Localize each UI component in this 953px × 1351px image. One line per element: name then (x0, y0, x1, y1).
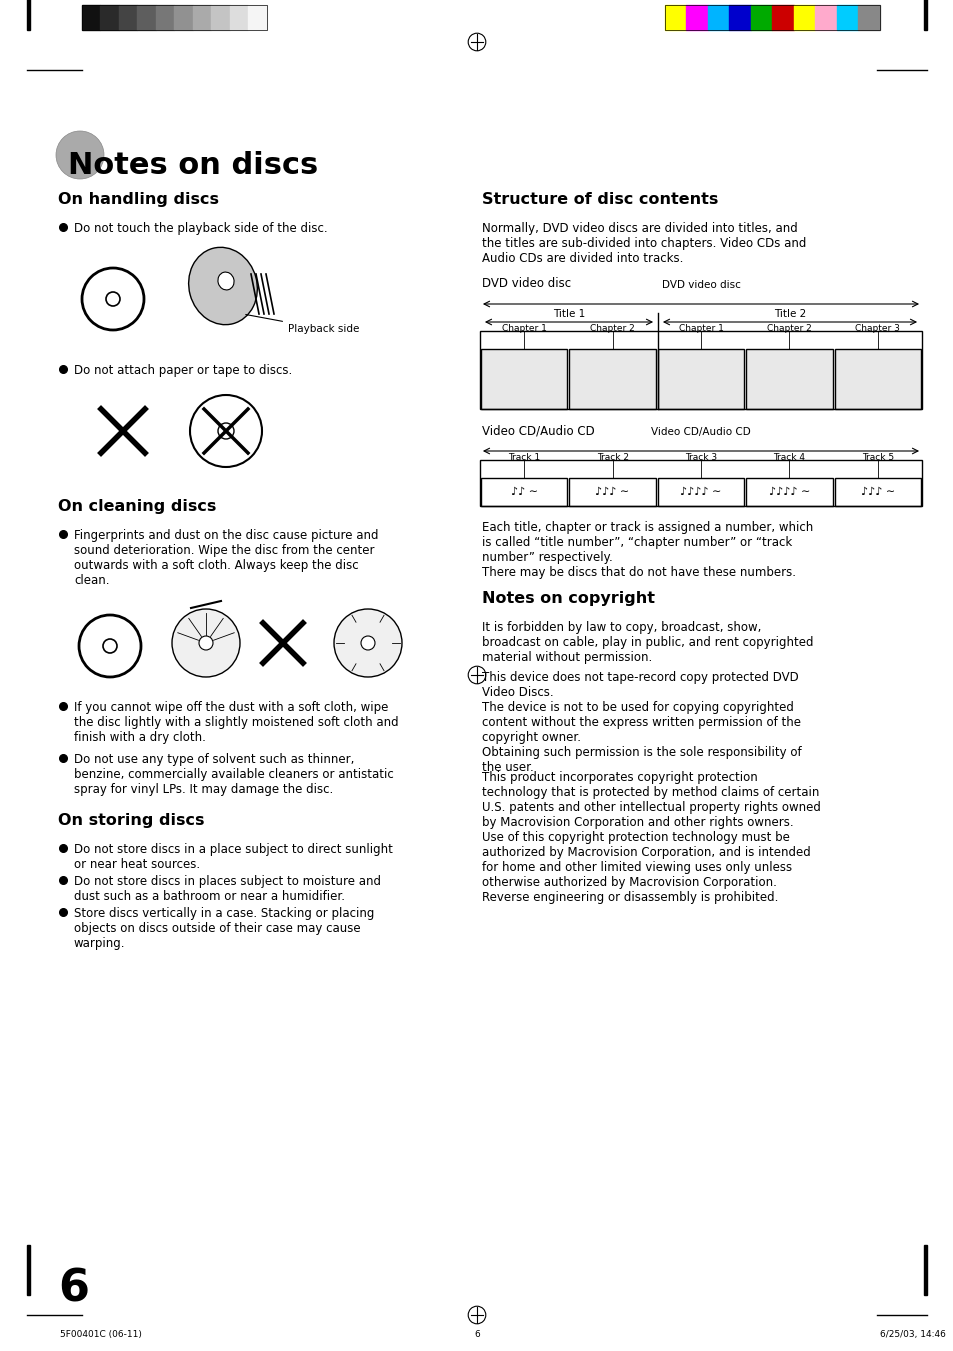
Text: This device does not tape-record copy protected DVD
Video Discs.
The device is n: This device does not tape-record copy pr… (481, 671, 801, 774)
Bar (686, 5, 707, 30)
Text: Do not use any type of solvent such as thinner,
benzine, commercially available : Do not use any type of solvent such as t… (74, 753, 394, 796)
Bar (479, 331, 921, 409)
Bar (569, 349, 655, 409)
Text: ♪♪♪♪ ∼: ♪♪♪♪ ∼ (679, 486, 720, 497)
Text: Chapter 2: Chapter 2 (590, 324, 635, 332)
Bar (745, 478, 832, 507)
Text: 6/25/03, 14:46: 6/25/03, 14:46 (879, 1329, 944, 1339)
Ellipse shape (199, 636, 213, 650)
Bar (745, 349, 832, 409)
Bar (569, 478, 655, 507)
Bar (480, 478, 567, 507)
Bar (707, 5, 729, 30)
Text: Store discs vertically in a case. Stacking or placing
objects on discs outside o: Store discs vertically in a case. Stacki… (74, 907, 374, 950)
Text: Each title, chapter or track is assigned a number, which
is called “title number: Each title, chapter or track is assigned… (481, 521, 812, 580)
Text: If you cannot wipe off the dust with a soft cloth, wipe
the disc lightly with a : If you cannot wipe off the dust with a s… (74, 701, 398, 744)
Text: 6: 6 (58, 1269, 89, 1310)
Text: On storing discs: On storing discs (58, 813, 204, 828)
Bar (836, 5, 858, 30)
Text: Chapter 3: Chapter 3 (855, 324, 900, 332)
Text: Notes on discs: Notes on discs (68, 150, 318, 180)
Bar (212, 5, 230, 30)
Text: Track 4: Track 4 (773, 453, 804, 462)
Text: On cleaning discs: On cleaning discs (58, 499, 216, 513)
Bar (156, 5, 174, 30)
Text: Chapter 2: Chapter 2 (766, 324, 811, 332)
Text: Notes on copyright: Notes on copyright (481, 590, 655, 607)
Text: Do not touch the playback side of the disc.: Do not touch the playback side of the di… (74, 222, 327, 235)
Bar (193, 5, 212, 30)
Text: ♪♪♪ ∼: ♪♪♪ ∼ (595, 486, 629, 497)
Text: It is forbidden by law to copy, broadcast, show,
broadcast on cable, play in pub: It is forbidden by law to copy, broadcas… (481, 621, 813, 663)
Text: Fingerprints and dust on the disc cause picture and
sound deterioration. Wipe th: Fingerprints and dust on the disc cause … (74, 530, 378, 586)
Text: Do not store discs in places subject to moisture and
dust such as a bathroom or : Do not store discs in places subject to … (74, 875, 380, 902)
Text: Normally, DVD video discs are divided into titles, and
the titles are sub-divide: Normally, DVD video discs are divided in… (481, 222, 805, 265)
Text: Do not attach paper or tape to discs.: Do not attach paper or tape to discs. (74, 363, 292, 377)
Text: Playback side: Playback side (246, 315, 359, 334)
Text: Structure of disc contents: Structure of disc contents (481, 192, 718, 207)
Text: ♪♪♪♪ ∼: ♪♪♪♪ ∼ (768, 486, 809, 497)
Bar (834, 349, 920, 409)
Text: Track 3: Track 3 (684, 453, 717, 462)
Ellipse shape (190, 394, 262, 467)
Bar (82, 5, 100, 30)
Text: 6: 6 (474, 1329, 479, 1339)
Bar (729, 5, 750, 30)
Bar (772, 5, 793, 30)
Text: Title 2: Title 2 (773, 309, 805, 319)
Bar (815, 5, 836, 30)
Text: Do not store discs in a place subject to direct sunlight
or near heat sources.: Do not store discs in a place subject to… (74, 843, 393, 871)
Text: ♪♪♪ ∼: ♪♪♪ ∼ (860, 486, 894, 497)
Bar (750, 5, 772, 30)
Bar (923, 1246, 926, 1296)
Bar (480, 349, 567, 409)
Ellipse shape (334, 609, 401, 677)
Text: Track 5: Track 5 (861, 453, 893, 462)
Bar (230, 5, 248, 30)
Bar (479, 459, 921, 507)
Text: DVD video disc: DVD video disc (660, 280, 740, 290)
Bar (174, 5, 193, 30)
Bar (858, 5, 879, 30)
Bar (658, 478, 743, 507)
Text: DVD video disc: DVD video disc (481, 277, 571, 290)
Text: ♪♪ ∼: ♪♪ ∼ (510, 486, 537, 497)
Text: Video CD/Audio CD: Video CD/Audio CD (481, 424, 594, 436)
Text: This product incorporates copyright protection
technology that is protected by m: This product incorporates copyright prot… (481, 771, 820, 904)
Bar (834, 478, 920, 507)
Bar (664, 5, 686, 30)
Text: Chapter 1: Chapter 1 (678, 324, 722, 332)
Bar (923, 0, 926, 30)
Text: Chapter 1: Chapter 1 (501, 324, 546, 332)
Ellipse shape (172, 609, 240, 677)
Bar (27, 0, 30, 30)
Text: On handling discs: On handling discs (58, 192, 219, 207)
Ellipse shape (217, 272, 233, 290)
Bar (100, 5, 119, 30)
Text: Track 1: Track 1 (508, 453, 539, 462)
Text: Video CD/Audio CD: Video CD/Audio CD (651, 427, 750, 436)
Bar (119, 5, 137, 30)
Text: Track 2: Track 2 (596, 453, 628, 462)
Ellipse shape (56, 131, 104, 178)
Ellipse shape (218, 423, 233, 439)
Bar (27, 1246, 30, 1296)
Bar (137, 5, 156, 30)
Bar (664, 5, 879, 30)
Text: 5F00401C (06-11): 5F00401C (06-11) (60, 1329, 142, 1339)
Bar (82, 5, 267, 30)
Bar (658, 349, 743, 409)
Ellipse shape (360, 636, 375, 650)
Ellipse shape (189, 247, 257, 324)
Bar (248, 5, 267, 30)
Bar (793, 5, 815, 30)
Text: Title 1: Title 1 (553, 309, 584, 319)
